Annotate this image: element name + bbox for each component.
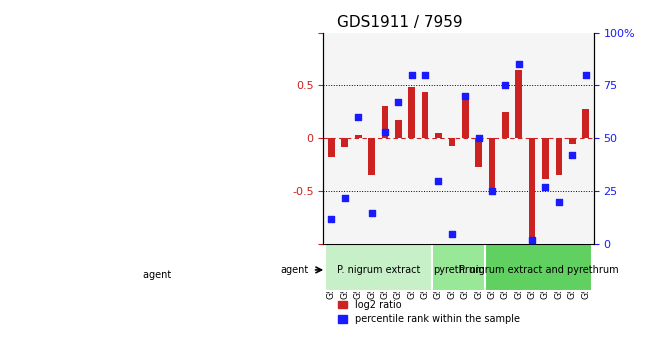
Bar	[489, 138, 495, 194]
Bar	[582, 109, 589, 138]
Bar	[355, 135, 361, 138]
Legend: log2 ratio, percentile rank within the sample: log2 ratio, percentile rank within the s…	[333, 296, 524, 328]
Bar	[569, 138, 576, 144]
Text: agent: agent	[280, 265, 309, 275]
Point	[353, 115, 363, 120]
Bar	[448, 138, 455, 146]
Point	[340, 195, 350, 200]
Bar	[422, 92, 428, 138]
Point	[434, 178, 444, 184]
Point	[460, 93, 471, 99]
Text: agent: agent	[144, 269, 175, 279]
Point	[447, 231, 457, 236]
Point	[514, 61, 524, 67]
FancyBboxPatch shape	[325, 244, 432, 291]
Point	[567, 152, 577, 158]
Text: pyrethrum: pyrethrum	[433, 265, 484, 275]
Text: P. nigrum extract: P. nigrum extract	[337, 265, 420, 275]
Bar	[435, 133, 442, 138]
Point	[527, 237, 538, 243]
Bar	[328, 138, 335, 157]
Point	[420, 72, 430, 78]
Bar	[408, 87, 415, 138]
Bar	[502, 112, 509, 138]
Bar	[515, 70, 522, 138]
Point	[367, 210, 377, 215]
FancyBboxPatch shape	[432, 244, 486, 291]
Bar	[556, 138, 562, 176]
FancyBboxPatch shape	[486, 244, 592, 291]
Bar	[395, 120, 402, 138]
Bar	[528, 138, 536, 239]
Point	[380, 129, 390, 135]
Bar	[341, 138, 348, 147]
Point	[580, 72, 591, 78]
Bar	[369, 138, 375, 176]
Point	[406, 72, 417, 78]
Point	[473, 136, 484, 141]
Point	[500, 83, 510, 88]
Point	[326, 216, 337, 221]
Text: P. nigrum extract and pyrethrum: P. nigrum extract and pyrethrum	[459, 265, 619, 275]
Point	[487, 189, 497, 194]
Bar	[382, 106, 388, 138]
Bar	[475, 138, 482, 167]
Point	[554, 199, 564, 205]
Bar	[462, 98, 469, 138]
Point	[540, 184, 551, 190]
Point	[393, 100, 404, 105]
Bar	[542, 138, 549, 179]
Text: GDS1911 / 7959: GDS1911 / 7959	[337, 15, 463, 30]
